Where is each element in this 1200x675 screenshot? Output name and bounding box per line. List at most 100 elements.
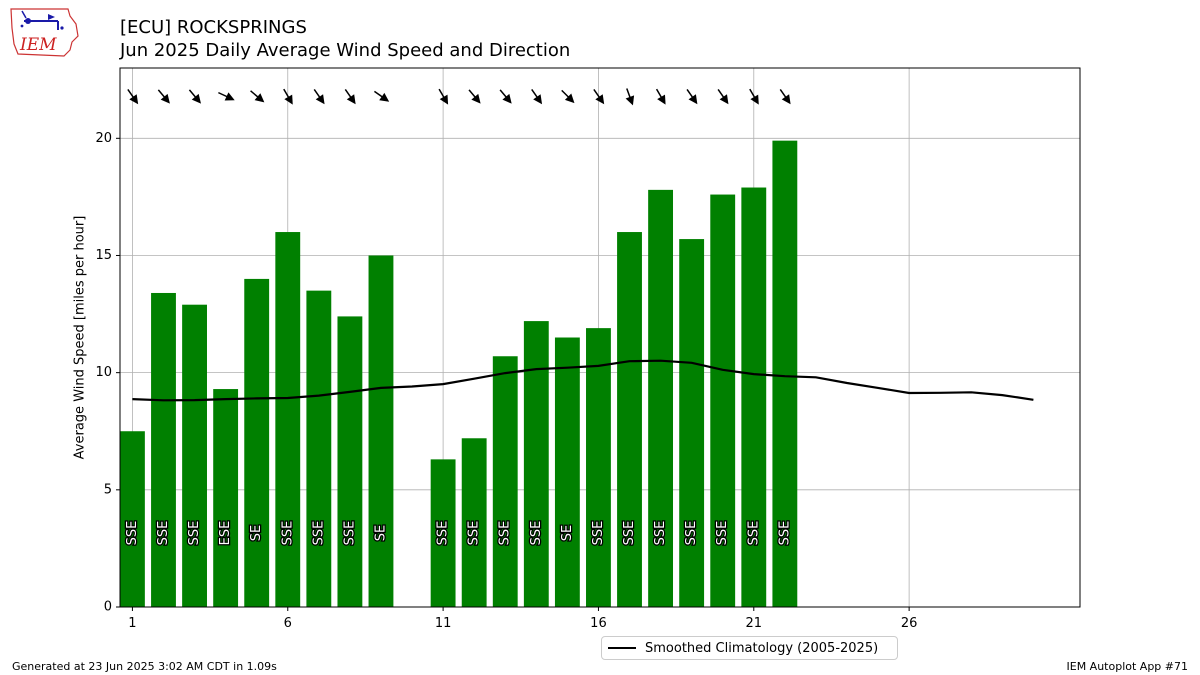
wind-arrow-head	[595, 94, 605, 105]
bar-day-4	[213, 389, 239, 607]
bar-day-22	[772, 140, 798, 607]
wind-arrow-day-16	[593, 89, 605, 105]
wind-arrow-day-6	[283, 88, 293, 105]
y-axis-label: Average Wind Speed [miles per hour]	[73, 216, 88, 460]
wind-arrow-day-17	[625, 88, 635, 106]
wind-arrow-day-2	[157, 89, 170, 104]
bar-day-6	[275, 232, 301, 608]
x-tick-label: 6	[284, 616, 292, 631]
wind-arrow-head	[564, 93, 575, 104]
legend-label: Smoothed Climatology (2005-2025)	[645, 640, 879, 656]
bar-day-5	[244, 278, 270, 607]
direction-label-day-14: SSE	[529, 521, 544, 546]
direction-label-day-5: SE	[249, 525, 264, 541]
bar-day-13	[492, 356, 518, 607]
wind-arrow-head	[719, 94, 729, 105]
direction-label-day-16: SSE	[591, 521, 606, 546]
direction-label-day-9: SE	[373, 525, 388, 541]
wind-arrow-day-12	[468, 89, 481, 104]
bar-day-15	[554, 337, 580, 607]
wind-arrow-day-19	[686, 89, 698, 105]
wind-arrow-day-7	[313, 89, 325, 105]
legend: Smoothed Climatology (2005-2025)	[601, 636, 898, 660]
bar-day-21	[741, 187, 767, 607]
x-tick-label: 11	[435, 616, 452, 631]
direction-label-day-21: SSE	[746, 521, 761, 546]
wind-arrow-day-13	[499, 89, 512, 104]
bar-day-18	[648, 189, 674, 607]
direction-label-day-4: ESE	[218, 521, 233, 546]
wind-arrow-day-5	[250, 90, 265, 103]
chart-subtitle: Jun 2025 Daily Average Wind Speed and Di…	[120, 40, 571, 61]
wind-arrow-head	[284, 94, 293, 105]
x-tick-label: 21	[746, 616, 763, 631]
direction-label-day-3: SSE	[187, 521, 202, 546]
direction-label-day-17: SSE	[622, 521, 637, 546]
direction-label-day-2: SSE	[156, 521, 171, 546]
wind-arrow-head	[781, 94, 791, 105]
wind-arrow-head	[657, 94, 666, 105]
wind-arrow-day-4	[218, 91, 235, 101]
climatology-line	[132, 359, 1034, 402]
direction-label-day-15: SE	[560, 525, 575, 541]
wind-arrow-day-15	[561, 89, 575, 104]
bar-day-12	[461, 438, 487, 607]
iem-logo: IEM	[8, 6, 80, 58]
wind-arrow-day-11	[438, 88, 449, 105]
wind-arrow-day-3	[188, 89, 201, 104]
wind-arrow-head	[346, 94, 356, 105]
wind-arrow-head	[379, 92, 390, 102]
wind-arrow-head	[160, 93, 170, 104]
wind-arrow-head	[625, 95, 635, 106]
bar-day-3	[182, 304, 207, 607]
x-tick-label: 26	[901, 616, 918, 631]
bar-day-20	[710, 194, 736, 607]
bar-day-17	[617, 232, 642, 608]
bar-day-19	[679, 239, 705, 607]
y-tick-label: 20	[95, 131, 112, 146]
logo-text: IEM	[19, 35, 57, 55]
direction-label-day-20: SSE	[715, 521, 730, 546]
direction-label-day-22: SSE	[777, 521, 792, 546]
generated-note: Generated at 23 Jun 2025 3:02 AM CDT in …	[12, 660, 277, 673]
y-tick-label: 0	[104, 600, 112, 615]
wind-arrow-head	[315, 94, 325, 105]
bar-day-14	[523, 321, 549, 607]
legend-line-swatch	[608, 647, 636, 649]
direction-label-day-12: SSE	[467, 521, 482, 546]
x-tick-label: 16	[590, 616, 607, 631]
direction-label-day-18: SSE	[653, 521, 668, 546]
wind-arrow-head	[750, 94, 759, 105]
plot-frame	[119, 67, 1081, 608]
direction-label-day-19: SSE	[684, 521, 699, 546]
y-tick-label: 5	[104, 482, 112, 497]
wind-arrow-head	[129, 94, 139, 105]
bar-day-1	[120, 431, 145, 607]
bar-day-2	[151, 292, 176, 607]
bar-day-8	[337, 316, 363, 607]
x-tick-label: 1	[128, 616, 136, 631]
wind-arrow-day-21	[749, 88, 759, 105]
wind-arrow-head	[439, 94, 449, 105]
wind-arrow-head	[533, 94, 543, 105]
direction-label-day-13: SSE	[498, 521, 513, 546]
iowa-map-icon: IEM	[10, 8, 79, 57]
direction-label-day-6: SSE	[280, 521, 295, 546]
bar-day-11	[430, 459, 456, 607]
bar-day-7	[306, 290, 332, 607]
bar-day-16	[586, 328, 611, 607]
app-note: IEM Autoplot App #71	[1066, 660, 1189, 673]
wind-arrow-day-14	[531, 89, 543, 105]
wind-arrow-day-9	[373, 90, 390, 102]
direction-label-day-11: SSE	[436, 521, 451, 546]
wind-arrow-head	[191, 93, 201, 104]
y-tick-label: 15	[95, 248, 112, 263]
direction-label-day-1: SSE	[125, 521, 140, 546]
direction-label-day-8: SSE	[342, 521, 357, 546]
chart-title: [ECU] ROCKSPRINGS	[120, 17, 307, 38]
wind-arrow-day-20	[717, 89, 729, 105]
wind-arrow-day-8	[344, 89, 356, 105]
wind-arrow-head	[254, 93, 265, 103]
wind-arrow-day-18	[655, 88, 666, 105]
